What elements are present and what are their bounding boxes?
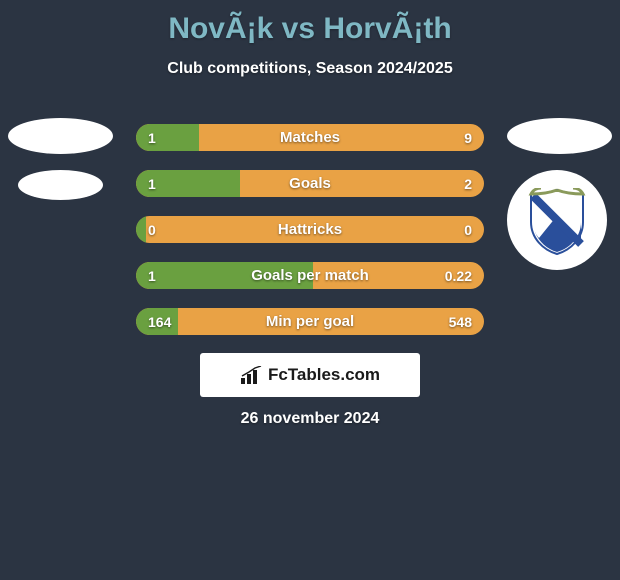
stat-bars: Matches19Goals12Hattricks00Goals per mat… [136, 124, 484, 335]
stat-bar: Goals per match1 0.22 [136, 262, 484, 289]
stat-bar-label: Goals [136, 170, 484, 197]
stat-bar: Matches1 9 [136, 124, 484, 151]
stat-bar-label: Min per goal [136, 308, 484, 335]
stat-bar-value-left: 0 [148, 216, 156, 243]
right-avatars [507, 118, 612, 270]
stat-bar-value-left: 1 [148, 124, 156, 151]
stat-bar: Goals1 2 [136, 170, 484, 197]
brand-text: FcTables.com [268, 365, 380, 385]
club-badge-left [18, 170, 103, 200]
stat-bar-value-right: 0 [464, 216, 472, 243]
stat-bar-label: Hattricks [136, 216, 484, 243]
club-crest-right [507, 170, 607, 270]
subtitle: Club competitions, Season 2024/2025 [0, 60, 620, 78]
stat-bar-value-right: 9 [464, 124, 472, 151]
stat-bar-value-left: 164 [148, 308, 171, 335]
player-avatar-right [507, 118, 612, 154]
stat-bar-value-left: 1 [148, 170, 156, 197]
stat-bar-label: Matches [136, 124, 484, 151]
left-avatars [8, 118, 113, 200]
page-title: NovÃ¡k vs HorvÃ¡th [0, 0, 620, 46]
brand-box[interactable]: FcTables.com [200, 353, 420, 397]
stat-bar: Min per goal164 548 [136, 308, 484, 335]
date-stamp: 26 november 2024 [0, 410, 620, 428]
stat-bar: Hattricks0 0 [136, 216, 484, 243]
shield-icon [527, 188, 587, 256]
stat-bar-value-right: 548 [449, 308, 472, 335]
player-avatar-left [8, 118, 113, 154]
stat-bar-value-right: 2 [464, 170, 472, 197]
stat-bar-value-left: 1 [148, 262, 156, 289]
brand-chart-icon [240, 366, 262, 384]
stat-bar-value-right: 0.22 [445, 262, 472, 289]
stat-bar-label: Goals per match [136, 262, 484, 289]
